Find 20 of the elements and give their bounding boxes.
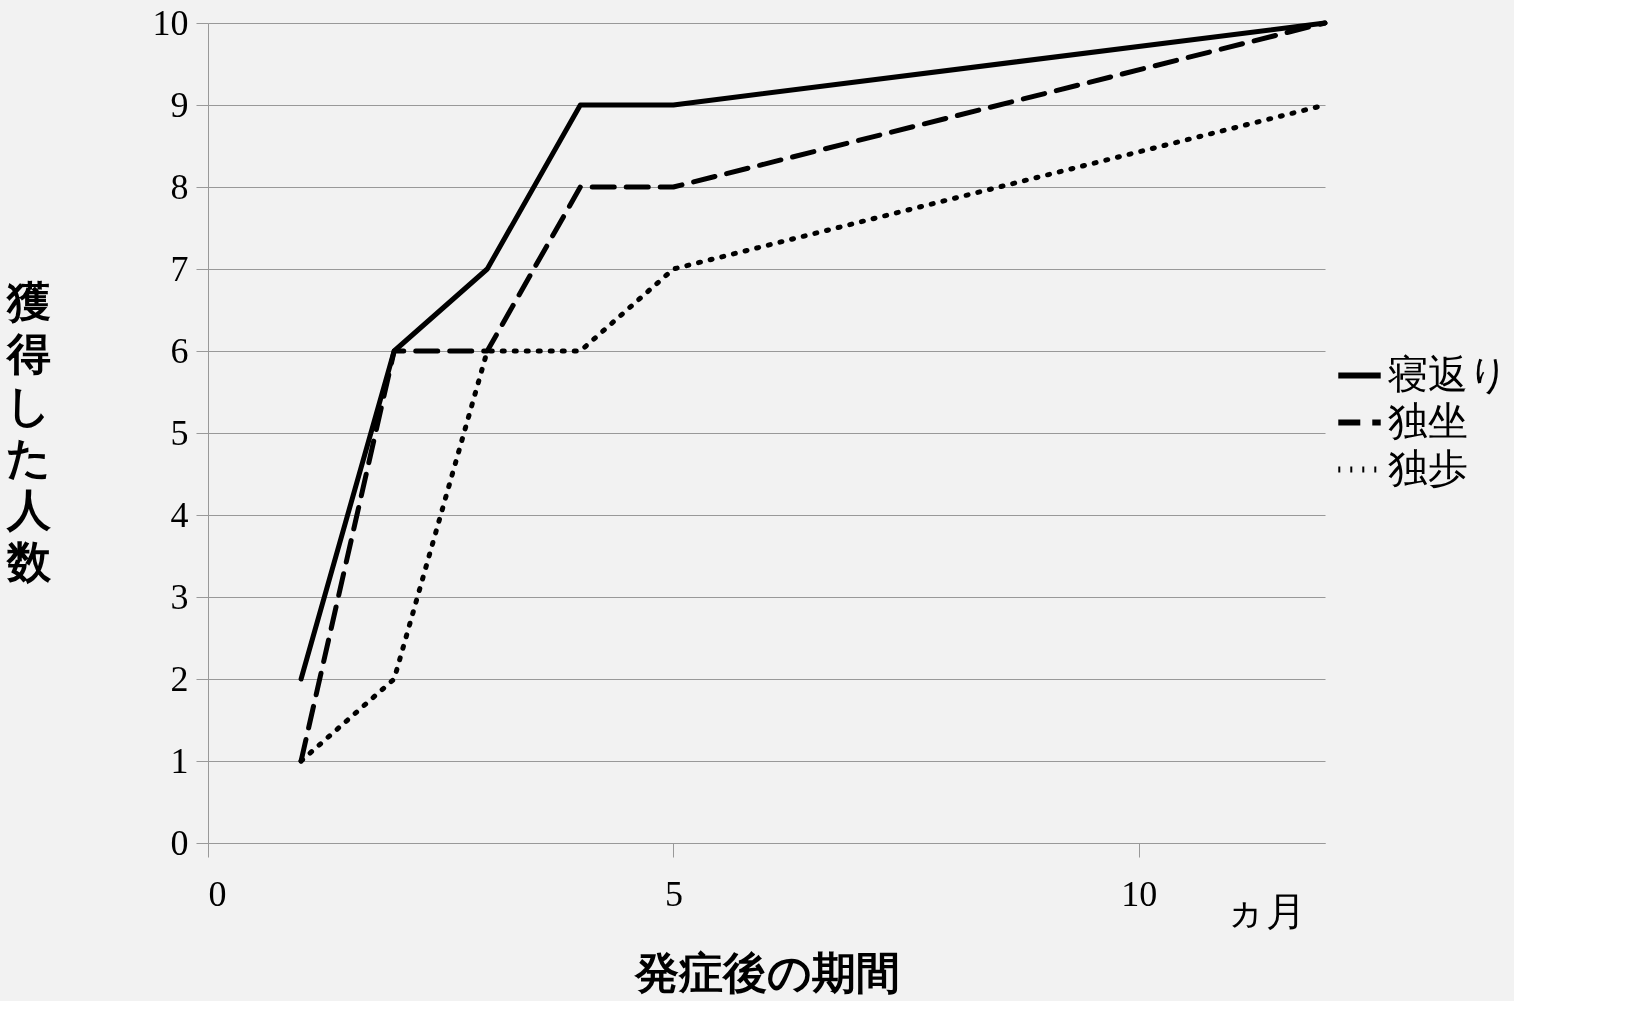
x-tick-label: 0 [208, 873, 227, 914]
y-tick-label: 1 [170, 740, 189, 781]
y-tick-label: 8 [170, 166, 189, 207]
y-tick-label: 7 [170, 248, 189, 289]
legend-label: 独歩 [1388, 444, 1468, 491]
y-tick-label: 0 [170, 822, 189, 863]
y-tick-label: 9 [170, 84, 189, 125]
y-tick-label: 2 [170, 658, 189, 699]
y-tick-label: 3 [170, 576, 189, 617]
y-tick-label: 5 [170, 412, 189, 453]
x-axis-title: 発症後の期間 [633, 946, 900, 998]
y-tick-label: 4 [170, 494, 189, 535]
y-tick-label: 6 [170, 330, 189, 371]
text: ヵ月 [1224, 888, 1306, 934]
legend-label: 寝返り [1388, 350, 1509, 397]
y-tick-label: 10 [152, 2, 189, 43]
x-tick-label: 10 [1121, 873, 1158, 914]
x-tick-label: 5 [664, 873, 683, 914]
y-axis-title: 獲得した人数 [4, 275, 52, 587]
legend-label: 独坐 [1388, 397, 1468, 444]
